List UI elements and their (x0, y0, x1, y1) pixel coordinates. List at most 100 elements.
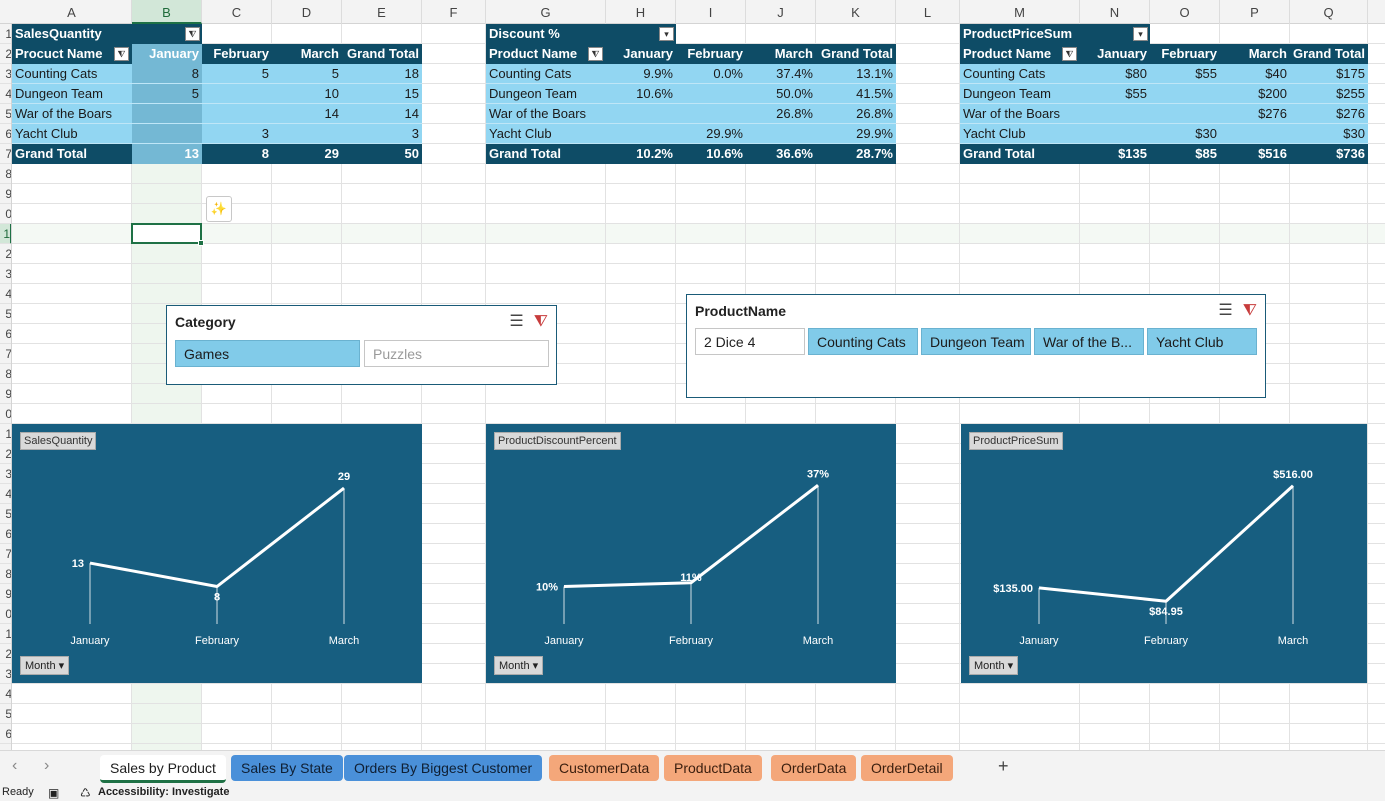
series-line[interactable] (1038, 484, 1295, 603)
multi-select-icon[interactable]: ☰ (509, 313, 524, 330)
row-header[interactable]: 6 (0, 724, 11, 744)
fill-handle[interactable] (198, 240, 204, 246)
pivot-row[interactable]: Dungeon Team $55 $200 $255 (960, 84, 1368, 104)
row-header[interactable]: 7 (0, 544, 11, 564)
column-header-e[interactable]: E (342, 0, 422, 24)
pivot-row[interactable]: Dungeon Team 10.6% 50.0% 41.5% (486, 84, 896, 104)
row-filter-icon[interactable]: ⧨ (114, 47, 129, 61)
clear-filter-icon[interactable]: ⧨ (1242, 302, 1257, 319)
row-header[interactable]: 5 (0, 104, 11, 124)
row-header[interactable]: 1 (0, 24, 11, 44)
chart-value-field-button[interactable]: SalesQuantity (20, 432, 97, 450)
row-header[interactable]: 6 (0, 124, 11, 144)
pivot-row[interactable]: Yacht Club 29.9% 29.9% (486, 124, 896, 144)
pivot-row[interactable]: War of the Boars 26.8% 26.8% (486, 104, 896, 124)
chart-value-field-button[interactable]: ProductDiscountPercent (494, 432, 621, 450)
row-header[interactable]: 5 (0, 304, 11, 324)
tab-scroll-left-icon[interactable]: ‹ (12, 757, 18, 774)
row-header[interactable]: 7 (0, 344, 11, 364)
slicer-item-button[interactable]: Puzzles (364, 340, 549, 367)
row-header[interactable]: 4 (0, 284, 11, 304)
pivot-chart[interactable]: 10% 11% 37% January February March ProductDisc… (486, 424, 896, 683)
sheet-tab[interactable]: CustomerData (549, 755, 660, 781)
tab-scroll-right-icon[interactable]: › (44, 757, 50, 774)
chart-axis-field-button[interactable]: Month ▾ (969, 656, 1019, 675)
row-header[interactable]: 3 (0, 464, 11, 484)
column-header-b[interactable]: B (132, 0, 202, 24)
slicer-item-button[interactable]: Games (175, 340, 360, 367)
pivot-row[interactable]: War of the Boars 14 14 (12, 104, 422, 124)
add-sheet-button[interactable]: + (998, 756, 1009, 776)
column-header-m[interactable]: M (960, 0, 1080, 24)
column-header-p[interactable]: P (1220, 0, 1290, 24)
pivot-row[interactable]: Counting Cats 9.9% 0.0% 37.4% 13.1% (486, 64, 896, 84)
row-header[interactable]: 6 (0, 324, 11, 344)
slicer-item-button[interactable]: Dungeon Team (921, 328, 1031, 355)
pivot-row[interactable]: Dungeon Team 5 10 15 (12, 84, 422, 104)
row-header[interactable]: 2 (0, 444, 11, 464)
pivot-table-sales[interactable]: SalesQuantity ⧨ Procuct Name ⧨ January Februa… (12, 24, 422, 164)
row-header[interactable]: 3 (0, 664, 11, 684)
row-header[interactable]: 2 (0, 644, 11, 664)
macro-record-icon[interactable]: ▣ (48, 786, 60, 800)
pivot-row[interactable]: Counting Cats 8 5 5 18 (12, 64, 422, 84)
active-cell[interactable] (131, 223, 204, 246)
column-filter-icon[interactable]: ⧨ (185, 27, 200, 41)
row-header[interactable]: 2 (0, 244, 11, 264)
row-header[interactable]: 0 (0, 204, 11, 224)
sheet-tab[interactable]: Sales By State (231, 755, 343, 781)
chart-value-field-button[interactable]: ProductPriceSum (969, 432, 1063, 450)
row-header[interactable]: 4 (0, 484, 11, 504)
chart-axis-field-button[interactable]: Month ▾ (494, 656, 544, 675)
pivot-chart[interactable]: 13 8 29 January February March SalesQuantity Mo… (12, 424, 422, 683)
column-header-q[interactable]: Q (1290, 0, 1368, 24)
column-header-l[interactable]: L (896, 0, 960, 24)
clear-filter-icon[interactable]: ⧨ (533, 313, 548, 330)
column-header-j[interactable]: J (746, 0, 816, 24)
column-header-g[interactable]: G (486, 0, 606, 24)
column-header-c[interactable]: C (202, 0, 272, 24)
accessibility-status[interactable]: Accessibility: Investigate (98, 786, 230, 798)
sheet-tab[interactable]: OrderData (771, 755, 857, 781)
row-header[interactable]: 0 (0, 604, 11, 624)
row-header[interactable]: 3 (0, 64, 11, 84)
slicer-item-button[interactable]: War of the B... (1034, 328, 1144, 355)
multi-select-icon[interactable]: ☰ (1218, 302, 1233, 319)
row-header[interactable]: 4 (0, 684, 11, 704)
pivot-row[interactable]: War of the Boars $276 $276 (960, 104, 1368, 124)
sheet-tab[interactable]: Sales by Product (100, 755, 226, 783)
row-header[interactable]: 0 (0, 404, 11, 424)
row-header[interactable]: 1 (0, 424, 11, 444)
row-header[interactable]: 9 (0, 184, 11, 204)
slicer-item-button[interactable]: 2 Dice 4 (695, 328, 805, 355)
pivot-row[interactable]: Yacht Club $30 $30 (960, 124, 1368, 144)
pivot-table-price[interactable]: ProductPriceSum ▾ Product Name ⧨ January Febr… (960, 24, 1368, 164)
row-header[interactable]: 8 (0, 164, 11, 184)
row-filter-icon[interactable]: ⧨ (1062, 47, 1077, 61)
row-header[interactable]: 3 (0, 264, 11, 284)
chart-axis-field-button[interactable]: Month ▾ (20, 656, 70, 675)
sheet-tab[interactable]: Orders By Biggest Customer (344, 755, 543, 781)
column-header-k[interactable]: K (816, 0, 896, 24)
slicer-item-button[interactable]: Counting Cats (808, 328, 918, 355)
pivot-table-discount[interactable]: Discount % ▾ Product Name ⧨ January February M… (486, 24, 896, 164)
slicer-category[interactable]: Category ☰ ⧨ Games Puzzles (166, 305, 557, 385)
row-header[interactable]: 4 (0, 84, 11, 104)
slicer-item-button[interactable]: Yacht Club (1147, 328, 1257, 355)
row-header[interactable]: 9 (0, 584, 11, 604)
column-header-n[interactable]: N (1080, 0, 1150, 24)
column-header-o[interactable]: O (1150, 0, 1220, 24)
row-header[interactable]: 9 (0, 384, 11, 404)
pivot-row[interactable]: Counting Cats $80 $55 $40 $175 (960, 64, 1368, 84)
row-header[interactable]: 5 (0, 704, 11, 724)
series-line[interactable] (563, 484, 819, 588)
row-header[interactable]: 1 (0, 224, 11, 244)
slicer-productname[interactable]: ProductName ☰ ⧨ 2 Dice 4 Counting Cats Dungeo… (686, 294, 1266, 398)
row-header[interactable]: 7 (0, 144, 11, 164)
row-header[interactable]: 8 (0, 364, 11, 384)
column-header-a[interactable]: A (12, 0, 132, 24)
quick-analysis-icon[interactable]: ✨ (206, 196, 232, 222)
sheet-tab[interactable]: ProductData (664, 755, 762, 781)
accessibility-icon[interactable]: ♺ (80, 786, 91, 800)
column-header-f[interactable]: F (422, 0, 486, 24)
